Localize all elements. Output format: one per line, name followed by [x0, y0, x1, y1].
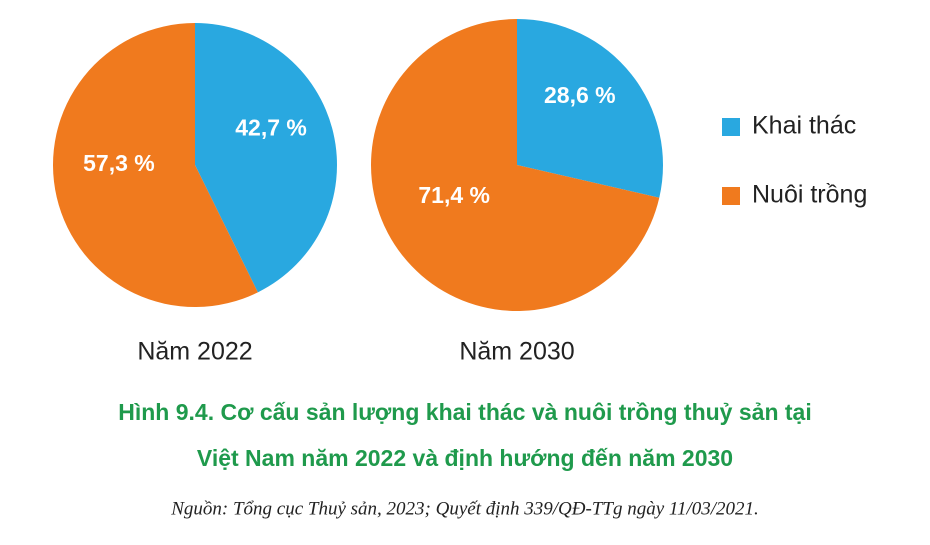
caption-line: Hình 9.4. Cơ cấu sản lượng khai thác và … [118, 399, 811, 425]
pie-slice [517, 19, 664, 198]
legend-swatch [722, 187, 740, 205]
pie-slice [195, 23, 337, 293]
slice-label: 42,7 % [235, 114, 307, 140]
pie-slice [52, 23, 258, 307]
legend-swatch [722, 118, 740, 136]
slice-label: 57,3 % [83, 150, 155, 176]
source-note: Nguồn: Tổng cục Thuỷ sản, 2023; Quyết đị… [170, 498, 759, 519]
legend-label: Khai thác [752, 112, 856, 140]
pie-title: Năm 2030 [459, 338, 574, 366]
slice-label: 28,6 % [544, 82, 616, 108]
pie-slice [371, 19, 660, 311]
legend-label: Nuôi trồng [752, 181, 867, 209]
caption-line: Việt Nam năm 2022 và định hướng đến năm … [197, 445, 733, 471]
slice-label: 71,4 % [418, 182, 490, 208]
pie-title: Năm 2022 [137, 338, 252, 366]
